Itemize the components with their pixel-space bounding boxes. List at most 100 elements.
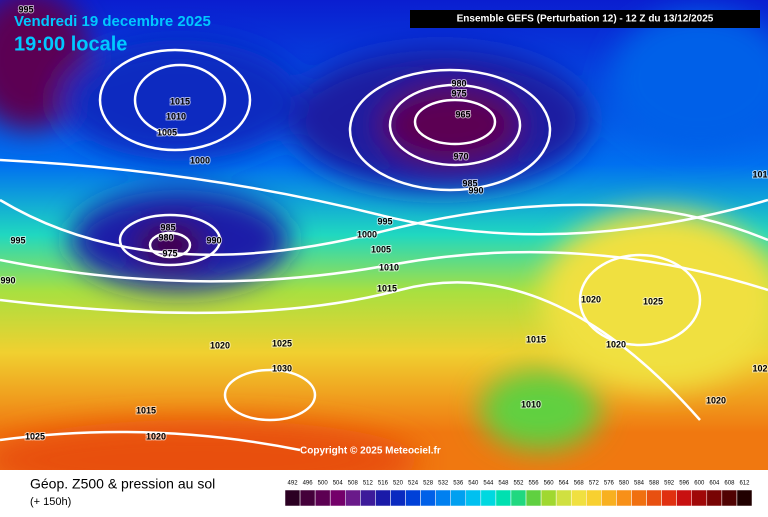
color-swatch [540,489,557,507]
isobar-label: 1020 [581,294,601,304]
isobar-label: 1025 [272,338,292,348]
isobar-label: 965 [455,109,470,119]
color-swatch [691,489,708,507]
isobar-label: 1010 [521,399,541,409]
color-swatch [465,489,482,507]
scale-label: 604 [709,481,720,487]
isobar-label: 980 [158,232,173,242]
isobar-label: 995 [10,235,25,245]
isobar-label: 1010 [166,111,186,121]
scale-label: 520 [393,481,404,487]
copyright: Copyright © 2025 Meteociel.fr [300,446,441,457]
model-info: Ensemble GEFS (Perturbation 12) - 12 Z d… [457,14,714,25]
color-swatch [360,489,376,507]
isobar-label: 985 [160,222,175,232]
isobar-label: 985 [462,178,477,188]
isobar-label: 980 [451,78,466,88]
color-swatch [314,489,331,507]
isobars [0,48,768,452]
scale-label: 532 [438,481,449,487]
color-swatch [676,489,692,507]
scale-label: 588 [649,481,660,487]
color-swatch [495,489,512,507]
scale-label: 516 [378,481,389,487]
scale-label: 512 [363,481,374,487]
color-swatch [661,489,677,507]
isobar-label: 1010 [379,262,399,272]
color-swatch [736,489,753,507]
scale-label: 492 [288,481,299,487]
color-swatch [450,489,467,507]
isobar-label: 1000 [190,155,210,165]
isobar-label: 1030 [272,363,292,373]
footer-title: Géop. Z500 & pression au sol [30,476,215,492]
isobar-label: 1015 [136,405,156,415]
isobar-label: 995 [18,4,33,14]
isobar-label: 990 [0,275,15,285]
scale-label: 508 [348,481,359,487]
color-swatch [435,489,451,507]
scale-label: 608 [724,481,735,487]
isobar-label: 1025 [25,431,45,441]
scale-label: 600 [694,481,705,487]
color-swatch [405,489,421,507]
isobar-labels: 9951015101010051000980975965970985990995… [0,3,768,442]
scale-label: 564 [559,481,570,487]
color-swatch [525,489,542,507]
color-swatch [480,489,497,507]
scale-label: 500 [318,481,329,487]
color-swatch [706,489,723,507]
scale-label: 524 [408,481,419,487]
isobar-label: 990 [468,185,483,195]
color-swatch [586,489,602,507]
scale-label: 540 [468,481,479,487]
scale-label: 544 [483,481,494,487]
color-swatch [721,489,738,507]
scale-label: 592 [664,481,675,487]
scale-label: 576 [604,481,615,487]
isobar-label: 975 [451,88,466,98]
scale-label: 496 [303,481,314,487]
isobar-label: 1015 [170,96,190,106]
isobar-label: 102 [752,363,767,373]
scale-label: 528 [423,481,434,487]
color-swatch [646,489,662,507]
isobar-label: 995 [377,216,392,226]
color-swatch [345,489,361,507]
scale-label: 612 [739,481,750,487]
isobar-label: 1005 [157,127,177,137]
scale-label: 552 [513,481,524,487]
date: Vendredi 19 decembre 2025 [14,13,211,30]
isobar-label: 101 [752,169,767,179]
color-swatch [284,489,301,507]
scale-label: 560 [544,481,555,487]
isobar-label: 1005 [371,244,391,254]
scale-label: 596 [679,481,690,487]
scale-label: 572 [589,481,600,487]
isobar-label: 1015 [377,283,397,293]
scale-label: 568 [574,481,585,487]
color-swatch [631,489,647,507]
isobar-label: 970 [453,151,468,161]
color-swatch [375,489,391,507]
isobar-label: 975 [162,248,177,258]
scale-label: 580 [619,481,630,487]
color-swatch [420,489,436,507]
isobar-label: 1020 [210,340,230,350]
color-scale: 492 496 500 504 508 512 516 520 524 528 532 536 540 5… [284,481,753,507]
isobar-label: 1020 [146,431,166,441]
color-swatch [390,489,406,507]
lead-time: (+ 150h) [30,496,71,508]
isobar-label: 1020 [706,395,726,405]
isobar-label: 1000 [357,229,377,239]
isobar-label: 1015 [526,334,546,344]
local-time: 19:00 locale [14,33,127,55]
color-swatch [616,489,632,507]
color-swatch [510,489,527,507]
isobar-label: 1025 [643,296,663,306]
color-swatch [555,489,572,507]
scale-label: 548 [498,481,509,487]
scale-label: 584 [634,481,645,487]
color-swatch [601,489,617,507]
